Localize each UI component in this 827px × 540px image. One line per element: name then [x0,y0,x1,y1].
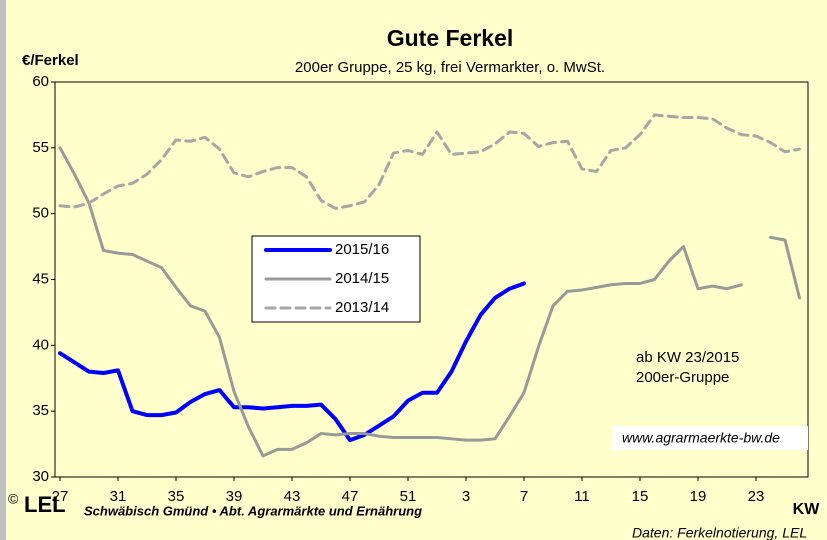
y-axis-label: €/Ferkel [22,52,79,69]
left-border [0,0,6,540]
x-tick-label: 47 [342,488,359,505]
logo: LEL [24,492,66,517]
y-tick-label: 30 [32,468,49,485]
x-tick-label: 11 [574,488,590,505]
y-tick-label: 50 [32,205,49,222]
x-tick-label: 35 [168,488,185,505]
annotation-url: www.agrarmaerkte-bw.de [622,430,780,446]
source: Daten: Ferkelnotierung, LEL [632,525,807,540]
x-tick-label: 7 [520,488,528,505]
x-axis-label: KW [793,501,821,518]
y-tick-label: 45 [32,270,49,287]
x-tick-label: 27 [52,488,69,505]
x-tick-label: 39 [226,488,243,505]
copyright: © [8,491,19,507]
x-tick-label: 31 [110,488,127,505]
legend-label: 2013/14 [335,299,389,316]
url-box [612,426,808,450]
legend-label: 2015/16 [335,241,389,258]
x-tick-label: 43 [284,488,301,505]
chart-subtitle: 200er Gruppe, 25 kg, frei Vermarkter, o.… [295,59,605,76]
annotation: ab KW 23/2015 [636,349,739,366]
y-tick-label: 35 [32,402,49,419]
legend-label: 2014/15 [335,270,389,287]
y-tick-label: 40 [32,336,49,353]
organization: Schwäbisch Gmünd • Abt. Agrarmärkte und … [84,503,422,518]
x-tick-label: 23 [748,488,765,505]
x-tick-label: 51 [400,488,417,505]
y-tick-label: 55 [32,139,49,156]
chart-title: Gute Ferkel [387,25,514,51]
x-tick-label: 15 [632,488,649,505]
x-tick-label: 3 [462,488,470,505]
line-series [58,281,526,443]
line-series [58,113,801,210]
x-tick-label: 19 [690,488,707,505]
line-series [58,146,801,458]
y-tick-label: 60 [32,73,49,90]
annotation: 200er-Gruppe [636,369,729,386]
